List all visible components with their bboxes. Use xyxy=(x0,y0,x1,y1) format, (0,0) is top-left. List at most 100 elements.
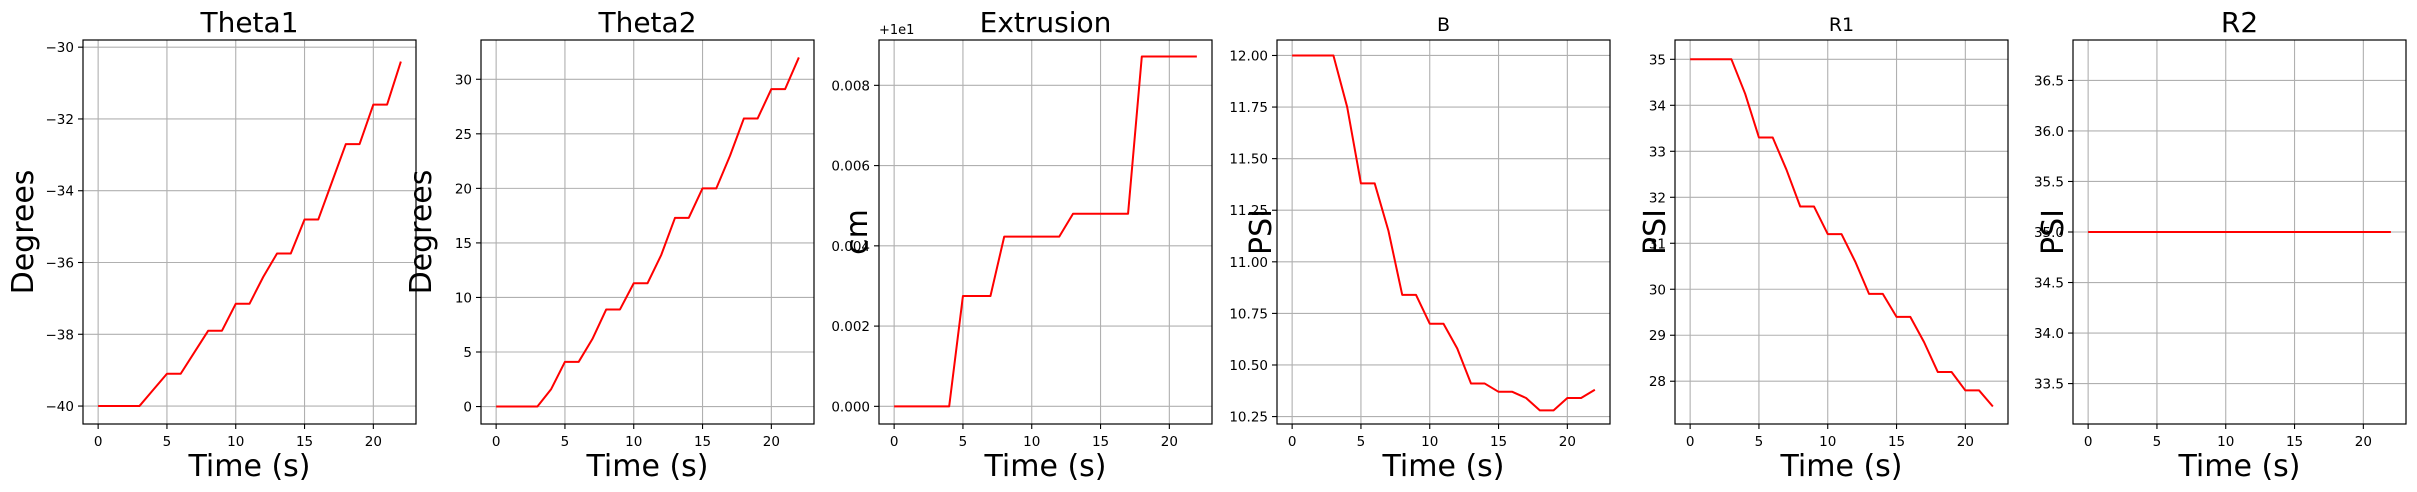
chart-title: Theta2 xyxy=(597,6,696,39)
axes-frame xyxy=(1276,39,1611,425)
y-axis-label: Degrees xyxy=(404,170,439,295)
x-tick-label: 5 xyxy=(561,434,570,450)
series-line xyxy=(894,55,1197,408)
y-tick-label: 0.000 xyxy=(831,399,870,415)
x-tick-label: 0 xyxy=(2084,434,2093,450)
axes-frame xyxy=(878,39,1213,425)
y-axis-label: PSI xyxy=(1244,209,1279,255)
y-tick-label: 33.5 xyxy=(2034,377,2064,393)
x-tick-label: 15 xyxy=(1888,434,1905,450)
y-tick-label: 0.004 xyxy=(831,239,870,255)
y-tick-label: 11.00 xyxy=(1229,255,1268,271)
y-tick-label: 11.25 xyxy=(1229,203,1268,219)
series-line xyxy=(496,57,800,408)
x-tick-label: 0 xyxy=(94,434,103,450)
x-tick-label: 5 xyxy=(959,434,968,450)
y-tick-label: −34 xyxy=(46,184,75,200)
chart-title: B xyxy=(1437,14,1450,36)
y-tick-label: 34 xyxy=(1649,98,1666,114)
axes-frame xyxy=(480,39,815,425)
x-tick-label: 20 xyxy=(1161,434,1178,450)
y-tick-label: 11.50 xyxy=(1229,152,1268,168)
x-axis-label: Time (s) xyxy=(188,449,311,484)
axis-offset-label: +1e1 xyxy=(879,23,914,38)
axes-frame xyxy=(1674,39,2009,425)
y-tick-label: 11.75 xyxy=(1229,100,1268,116)
y-axis-label: PSI xyxy=(1638,209,1673,255)
x-tick-label: 20 xyxy=(763,434,780,450)
y-tick-label: 25 xyxy=(455,127,472,143)
chart-panel-1: 0 5 10 15 20 −40 −38 −36 −34 −32 −30 Theta1 Time (s)… xyxy=(6,6,417,484)
x-axis-label: Time (s) xyxy=(1382,449,1505,484)
x-tick-label: 5 xyxy=(163,434,172,450)
x-tick-label: 20 xyxy=(1559,434,1576,450)
y-tick-label: 30 xyxy=(1649,282,1666,298)
y-tick-label: −38 xyxy=(46,327,75,343)
axes-background xyxy=(83,40,416,424)
x-axis-label: Time (s) xyxy=(2178,449,2301,484)
x-tick-label: 0 xyxy=(1288,434,1297,450)
y-tick-label: 34.5 xyxy=(2034,276,2064,292)
x-tick-label: 15 xyxy=(296,434,313,450)
y-tick-label: 30 xyxy=(455,72,472,88)
chart-panel-2: 0 5 10 15 20 0 5 10 15 20 25 30 Theta2 Time (s) Degree… xyxy=(404,6,815,484)
y-tick-label: 32 xyxy=(1649,190,1666,206)
y-tick-label: 0.002 xyxy=(831,319,870,335)
axes-background xyxy=(481,40,814,424)
x-tick-label: 15 xyxy=(694,434,711,450)
x-tick-label: 5 xyxy=(1357,434,1366,450)
y-tick-label: 20 xyxy=(455,181,472,197)
series-line xyxy=(1292,54,1596,412)
y-tick-label: 10.75 xyxy=(1229,306,1268,322)
x-axis-label: Time (s) xyxy=(984,449,1107,484)
chart-title: R2 xyxy=(2221,6,2258,39)
y-tick-label: 0.006 xyxy=(831,159,870,175)
y-tick-label: 35.0 xyxy=(2034,225,2064,241)
x-axis-label: Time (s) xyxy=(1780,449,1903,484)
y-tick-label: 15 xyxy=(455,236,472,252)
x-tick-label: 10 xyxy=(625,434,642,450)
axes-background xyxy=(1675,40,2008,424)
x-tick-label: 15 xyxy=(1490,434,1507,450)
y-tick-label: −32 xyxy=(46,112,75,128)
y-tick-label: 33 xyxy=(1649,144,1666,160)
axes-background xyxy=(879,40,1212,424)
x-tick-label: 10 xyxy=(2217,434,2234,450)
chart-panel-4: 0 5 10 15 20 10.25 10.50 10.75 11.00 11.25 11.50 11… xyxy=(1229,14,1611,484)
chart-panel-6: 0 5 10 15 20 33.5 34.0 34.5 35.0 35.5 36.0 36.5 R2 Ti… xyxy=(2034,6,2407,484)
x-tick-label: 15 xyxy=(1092,434,1109,450)
chart-title: Theta1 xyxy=(199,6,298,39)
y-tick-label: 10 xyxy=(455,290,472,306)
series-line xyxy=(98,61,402,408)
x-tick-label: 10 xyxy=(227,434,244,450)
axes-frame xyxy=(2072,39,2407,425)
y-tick-label: 35.5 xyxy=(2034,174,2064,190)
x-tick-label: 20 xyxy=(2355,434,2372,450)
series-line xyxy=(1690,58,1994,408)
y-tick-label: 36.0 xyxy=(2034,124,2064,140)
x-tick-label: 15 xyxy=(2286,434,2303,450)
x-tick-label: 0 xyxy=(492,434,501,450)
chart-panel-3: 0 5 10 15 20 0.000 0.002 0.004 0.006 0.008 +1e1 Ext… xyxy=(831,6,1213,484)
y-tick-label: 12.00 xyxy=(1229,48,1268,64)
y-tick-label: −30 xyxy=(46,40,75,56)
y-tick-label: 28 xyxy=(1649,374,1666,390)
y-tick-label: 31 xyxy=(1649,236,1666,252)
x-tick-label: 10 xyxy=(1421,434,1438,450)
y-tick-label: 0.008 xyxy=(831,78,870,94)
axes-frame xyxy=(82,39,417,425)
x-tick-label: 0 xyxy=(890,434,899,450)
x-tick-label: 5 xyxy=(2153,434,2162,450)
chart-panel-5: 0 5 10 15 20 28 29 30 31 32 33 34 35 R1 Time (s) PSI xyxy=(1638,14,2009,484)
y-axis-label: cm xyxy=(840,209,875,255)
y-tick-label: −40 xyxy=(46,399,75,415)
x-axis-label: Time (s) xyxy=(586,449,709,484)
y-tick-label: −36 xyxy=(46,256,75,272)
x-tick-label: 5 xyxy=(1755,434,1764,450)
y-tick-label: 36.5 xyxy=(2034,73,2064,89)
chart-title: R1 xyxy=(1829,14,1854,36)
y-tick-label: 34.0 xyxy=(2034,326,2064,342)
x-tick-label: 10 xyxy=(1819,434,1836,450)
y-tick-label: 10.25 xyxy=(1229,410,1268,426)
